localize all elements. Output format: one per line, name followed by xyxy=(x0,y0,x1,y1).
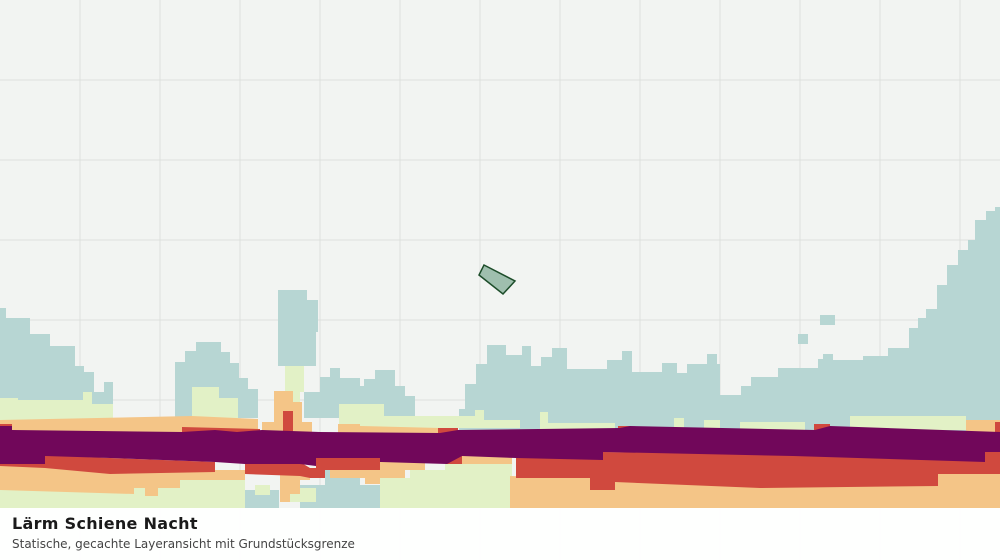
map-title: Lärm Schiene Nacht xyxy=(12,514,198,533)
caption-panel: Lärm Schiene Nacht Statische, gecachte L… xyxy=(0,508,1000,560)
noise-zone-low xyxy=(0,207,1000,508)
noise-zone-very-high xyxy=(0,426,1000,466)
map-subtitle: Statische, gecachte Layeransicht mit Gru… xyxy=(12,537,355,551)
noise-zone-high xyxy=(0,411,1000,490)
parcel-boundary xyxy=(478,263,517,296)
